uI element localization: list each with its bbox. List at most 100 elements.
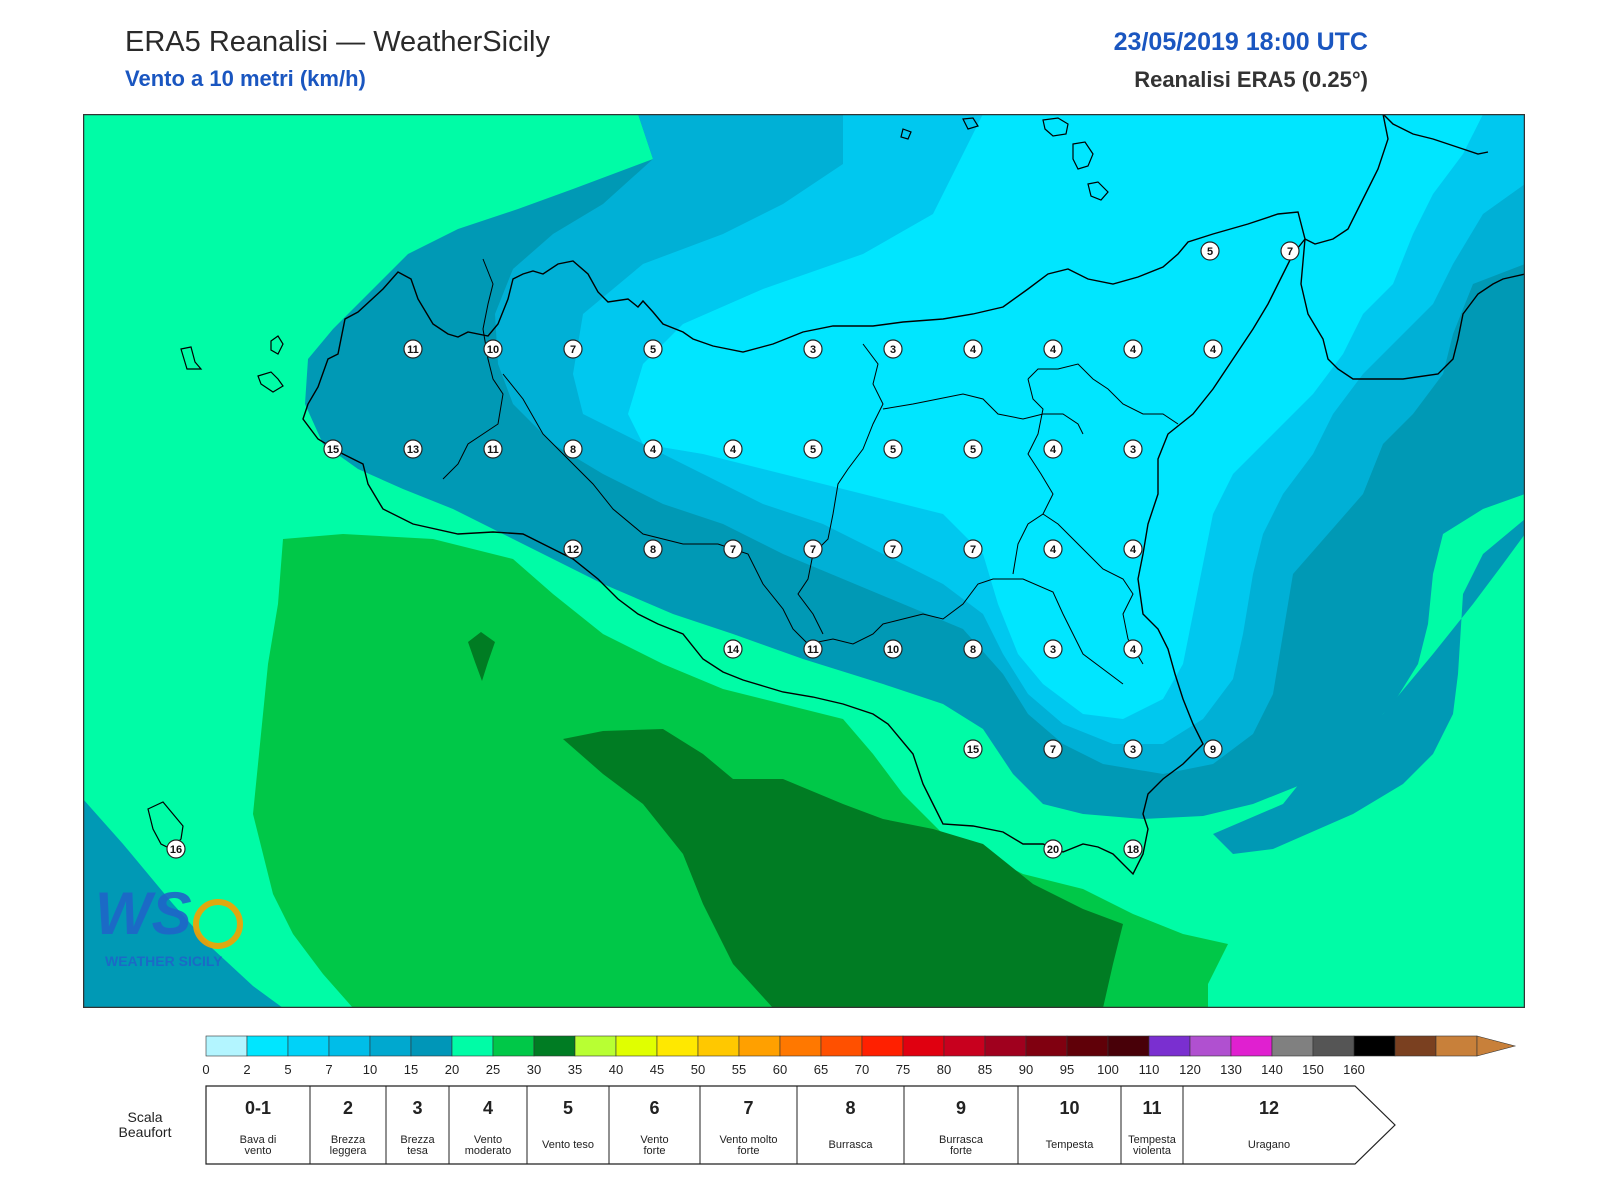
marker-circle <box>803 639 823 659</box>
beaufort-label: Burrasca <box>939 1134 984 1146</box>
colorbar-tick-label: 70 <box>855 1062 869 1077</box>
colorbar-swatch <box>861 1035 904 1057</box>
beaufort-frame <box>205 1085 1396 1165</box>
marker-value: 5 <box>650 344 656 356</box>
marker-value: 7 <box>1287 246 1293 258</box>
wind-value-marker: 5 <box>803 439 823 459</box>
marker-value: 15 <box>327 444 339 456</box>
colorbar-swatch <box>902 1035 945 1057</box>
wind-value-markers: 5 7 11 10 7 5 3 3 4 4 4 4 15 13 11 8 4 4 5 5 5 4 3 12 8 7 7 7 7 4 4 14 1… <box>166 241 1300 859</box>
marker-value: 13 <box>407 444 419 456</box>
wind-value-marker: 13 <box>403 439 423 459</box>
sicily-coastline <box>302 211 1306 876</box>
wind-value-marker: 15 <box>323 439 343 459</box>
wind-value-marker: 11 <box>483 439 503 459</box>
colorbar-tick-label: 150 <box>1302 1062 1324 1077</box>
marker-circle <box>1123 639 1143 659</box>
colorbar-tick-label: 20 <box>445 1062 459 1077</box>
beaufort-label: moderato <box>465 1145 511 1157</box>
marker-circle <box>1203 739 1223 759</box>
marker-circle <box>1200 241 1220 261</box>
colorbar-tick-label: 2 <box>243 1062 250 1077</box>
wind-value-marker: 8 <box>643 539 663 559</box>
marker-circle <box>483 439 503 459</box>
beaufort-label: forte <box>737 1145 759 1157</box>
colorbar-swatch <box>1189 1035 1232 1057</box>
wind-value-marker: 12 <box>563 539 583 559</box>
colorbar-swatch <box>492 1035 535 1057</box>
wind-value-marker: 20 <box>1043 839 1063 859</box>
beaufort-number: 8 <box>845 1098 855 1118</box>
beaufort-label: Tempesta <box>1046 1139 1095 1151</box>
marker-value: 7 <box>730 544 736 556</box>
beaufort-number: 0-1 <box>245 1098 271 1118</box>
wind-value-marker: 7 <box>1043 739 1063 759</box>
marker-value: 3 <box>1130 744 1136 756</box>
marker-value: 4 <box>1210 344 1217 356</box>
beaufort-title: Beaufort <box>119 1124 172 1140</box>
marker-circle <box>963 539 983 559</box>
marker-value: 8 <box>970 644 976 656</box>
colorbar-tick-label: 5 <box>284 1062 291 1077</box>
marker-value: 5 <box>890 444 896 456</box>
wind-value-marker: 10 <box>883 639 903 659</box>
beaufort-number: 3 <box>412 1098 422 1118</box>
wind-value-marker: 3 <box>1123 439 1143 459</box>
colorbar-tick-label: 65 <box>814 1062 828 1077</box>
colorbar-tick-label: 160 <box>1343 1062 1365 1077</box>
colorbar-swatch <box>779 1035 822 1057</box>
wind-value-marker: 7 <box>723 539 743 559</box>
wind-value-marker: 3 <box>1043 639 1063 659</box>
colorbar-swatch <box>1435 1035 1478 1057</box>
marker-circle <box>723 539 743 559</box>
colorbar-swatch <box>574 1035 617 1057</box>
beaufort-label: Vento teso <box>542 1139 594 1151</box>
marker-value: 4 <box>1130 544 1137 556</box>
wind-value-marker: 18 <box>1123 839 1143 859</box>
marker-circle <box>643 539 663 559</box>
marker-value: 7 <box>570 344 576 356</box>
colorbar-tick-label: 40 <box>609 1062 623 1077</box>
beaufort-label: Vento molto <box>719 1134 777 1146</box>
marker-value: 9 <box>1210 744 1216 756</box>
colorbar-tick-label: 90 <box>1019 1062 1033 1077</box>
marker-value: 3 <box>1050 644 1056 656</box>
wind-value-marker: 4 <box>963 339 983 359</box>
egadi-islands <box>180 335 284 393</box>
colorbar-tick-label: 10 <box>363 1062 377 1077</box>
colorbar-swatch <box>697 1035 740 1057</box>
beaufort-number: 5 <box>563 1098 573 1118</box>
marker-circle <box>1043 739 1063 759</box>
beaufort-label: Brezza <box>400 1134 435 1146</box>
wind-value-marker: 4 <box>723 439 743 459</box>
logo-text: WEATHER SICILY <box>105 953 223 969</box>
colorbar-swatch <box>205 1035 248 1057</box>
marker-circle <box>803 339 823 359</box>
colorbar-swatch <box>984 1035 1027 1057</box>
colorbar-swatch <box>1148 1035 1191 1057</box>
chart-title: ERA5 Reanalisi — WeatherSicily <box>125 26 550 58</box>
marker-circle <box>723 639 743 659</box>
marker-value: 20 <box>1047 844 1059 856</box>
marker-circle <box>643 439 663 459</box>
aeolian-islands <box>900 117 1109 201</box>
marker-value: 4 <box>650 444 657 456</box>
marker-circle <box>1123 339 1143 359</box>
marker-circle <box>563 439 583 459</box>
province-borders <box>442 258 1179 685</box>
wind-value-marker: 7 <box>803 539 823 559</box>
colorbar-swatch <box>1107 1035 1150 1057</box>
colorbar-tick-label: 75 <box>896 1062 910 1077</box>
marker-value: 11 <box>407 344 419 356</box>
marker-circle <box>1123 539 1143 559</box>
wind-value-marker: 9 <box>1203 739 1223 759</box>
marker-value: 14 <box>727 644 740 656</box>
marker-value: 4 <box>1050 544 1057 556</box>
wind-value-marker: 4 <box>643 439 663 459</box>
marker-circle <box>1043 639 1063 659</box>
colorbar-tick-label: 100 <box>1097 1062 1119 1077</box>
calabria-coastline <box>1300 114 1525 380</box>
colorbar-tick-label: 45 <box>650 1062 664 1077</box>
marker-value: 5 <box>810 444 816 456</box>
marker-circle <box>403 439 423 459</box>
